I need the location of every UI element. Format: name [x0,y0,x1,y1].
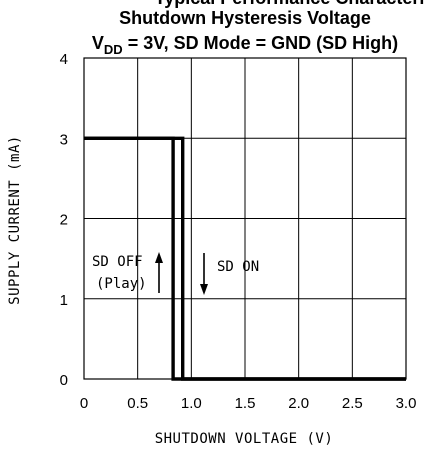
y-tick-label: 4 [60,51,68,68]
x-tick-label: 0 [80,395,88,412]
y-axis-label: SUPPLY CURRENT (mA) [7,135,23,305]
x-tick-label: 2.5 [342,395,363,412]
series-layer [84,136,406,381]
up-arrow [155,252,163,293]
series-line-2 [84,136,406,381]
annotation-play: (Play) [96,276,147,292]
chart-subtitle: VDD = 3V, SD Mode = GND (SD High) [92,33,398,57]
x-tick-label: 1.5 [235,395,256,412]
x-tick-label: 0.5 [127,395,148,412]
subtitle-sub: DD [104,42,123,57]
y-tick-label: 0 [60,372,68,389]
down-arrow [200,253,208,295]
cut-title: Typical Performance Characteristics [155,0,425,8]
y-tick-label: 2 [60,212,68,229]
subtitle-rest: = 3V, SD Mode = GND (SD High) [123,33,398,53]
x-axis-label: SHUTDOWN VOLTAGE (V) [155,431,334,447]
grid-layer [83,57,407,380]
x-tick-label: 3.0 [396,395,417,412]
tick-layer: 0 0.5 1.0 1.5 2.0 2.5 3.0 0 1 2 3 4 [60,51,417,412]
x-tick-label: 1.0 [181,395,202,412]
chart-title: Shutdown Hysteresis Voltage [119,8,371,28]
annotation-sd-off: SD OFF [92,254,143,270]
subtitle-v: V [92,33,104,53]
annotation-sd-on: SD ON [217,259,259,275]
x-tick-label: 2.0 [288,395,309,412]
y-tick-label: 3 [60,131,68,148]
y-tick-label: 1 [60,292,68,309]
